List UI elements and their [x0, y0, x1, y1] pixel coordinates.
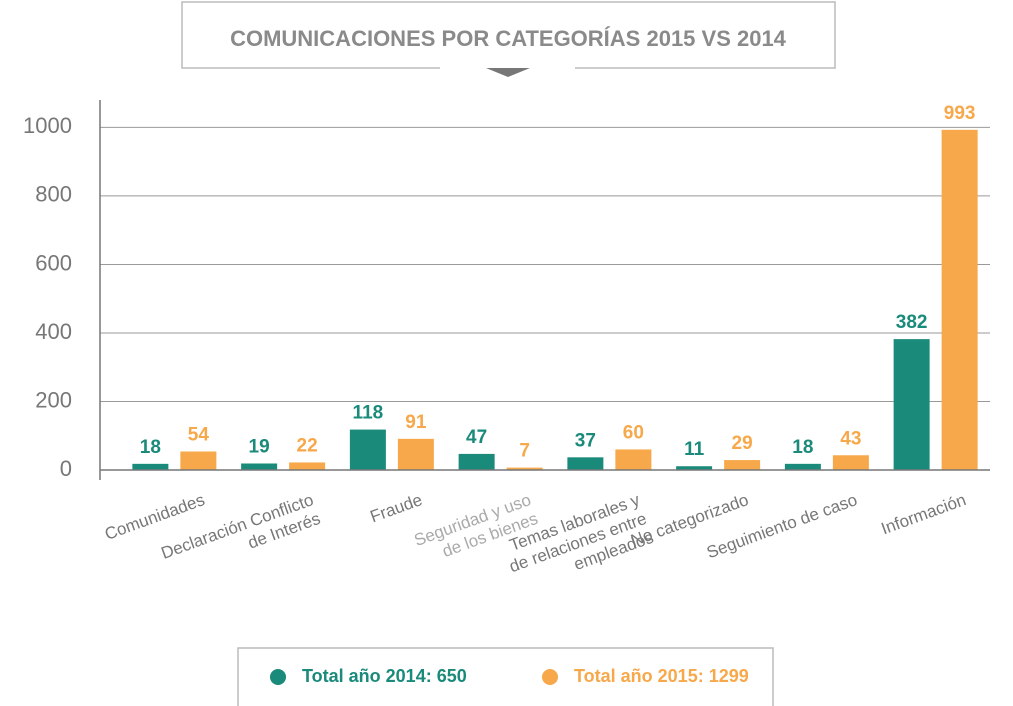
- chart-title: COMUNICACIONES POR CATEGORÍAS 2015 VS 20…: [230, 26, 787, 51]
- bar: [241, 463, 278, 470]
- title-frame: [181, 1, 836, 69]
- x-tick-label: Fraude: [368, 490, 425, 526]
- value-label: 19: [249, 437, 270, 458]
- value-label: 54: [188, 425, 210, 446]
- x-tick-label-line: Información: [879, 490, 969, 538]
- value-label: 29: [732, 433, 753, 454]
- title-arrow: [486, 68, 530, 77]
- y-tick-label: 0: [60, 456, 72, 481]
- value-label: 60: [623, 422, 644, 443]
- bar: [458, 453, 495, 470]
- value-label: 47: [466, 427, 487, 448]
- bar: [349, 429, 386, 470]
- value-label: 22: [297, 435, 318, 456]
- x-tick-label-line: Fraude: [368, 490, 425, 526]
- value-label: 43: [840, 428, 861, 449]
- value-label: 11: [684, 439, 705, 460]
- legend-marker: [542, 669, 558, 685]
- bar: [784, 463, 821, 470]
- value-label: 91: [405, 412, 427, 433]
- bar: [567, 457, 604, 470]
- y-tick-label: 800: [35, 182, 72, 207]
- value-label: 37: [575, 430, 596, 451]
- bar: [180, 451, 217, 470]
- y-tick-label: 400: [35, 319, 72, 344]
- bar: [397, 438, 434, 470]
- value-label: 118: [353, 403, 384, 424]
- value-label: 18: [792, 437, 813, 458]
- bar: [676, 466, 713, 470]
- bar: [941, 129, 978, 471]
- bar: [893, 339, 930, 470]
- bar: [506, 467, 543, 470]
- bar: [289, 462, 326, 470]
- value-label: 993: [944, 103, 976, 124]
- bar: [615, 449, 652, 470]
- x-tick-label: Información: [879, 490, 969, 538]
- bar: [724, 460, 761, 470]
- legend-frame: [237, 647, 774, 706]
- y-tick-label: 1000: [23, 113, 72, 138]
- y-tick-label: 600: [35, 250, 72, 275]
- y-tick-label: 200: [35, 387, 72, 412]
- legend-label: Total año 2015: 1299: [574, 666, 749, 686]
- legend-marker: [270, 669, 286, 685]
- legend-label: Total año 2014: 650: [302, 666, 467, 686]
- bar: [132, 463, 169, 470]
- value-label: 18: [140, 437, 161, 458]
- bar: [832, 455, 869, 470]
- value-label: 382: [896, 312, 928, 333]
- value-label: 7: [519, 441, 530, 462]
